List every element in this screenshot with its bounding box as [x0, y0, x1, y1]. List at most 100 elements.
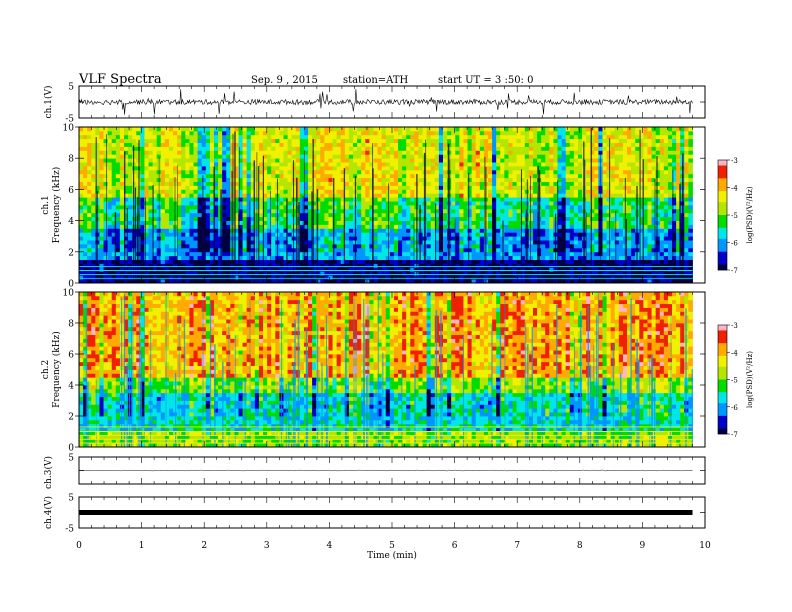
spec1-cell — [213, 189, 219, 194]
spec1-cell — [201, 197, 207, 202]
spec1-cell — [357, 154, 362, 159]
spec1-cell — [160, 189, 166, 194]
spec1-cell — [393, 271, 399, 276]
spec1-cell — [569, 154, 575, 159]
spec1-cell — [287, 232, 293, 237]
spec1-cell — [295, 201, 301, 206]
spec1-cell — [549, 251, 554, 257]
spec1-cell — [312, 158, 317, 163]
spec1-cell — [279, 150, 284, 155]
spec1-cell — [430, 173, 436, 179]
spec1-cell — [164, 244, 170, 249]
spec1-cell — [402, 228, 407, 233]
spec1-cell — [246, 138, 252, 143]
spec1-cell — [459, 162, 464, 167]
spec1-cell — [336, 138, 342, 143]
spec1-cell — [87, 134, 92, 140]
spec1-cell — [79, 193, 84, 198]
spec1-cell — [463, 185, 468, 190]
spec1-cell — [140, 228, 145, 233]
spec1-cell — [500, 205, 505, 210]
spec1-cell — [115, 251, 121, 257]
spec1-cell — [218, 216, 223, 221]
spec1-cell — [303, 158, 309, 163]
spec1-cell — [438, 220, 444, 225]
spec1-cell — [230, 185, 235, 190]
spec1-cell — [111, 177, 117, 182]
spec1-cell — [295, 236, 301, 241]
spec1-cell — [565, 127, 571, 132]
spec1-cell — [95, 138, 100, 143]
spec1-cell — [107, 275, 113, 280]
spec1-cell — [79, 232, 84, 237]
spec1-cell — [283, 220, 288, 225]
spec1-cell — [369, 232, 374, 237]
spec1-cell — [144, 127, 149, 132]
spec1-cell — [373, 181, 378, 186]
spec1-cell — [316, 146, 321, 151]
spec1-cell — [385, 158, 391, 163]
spec1-cell — [532, 134, 538, 140]
spec1-cell — [438, 212, 444, 218]
spec1-cell — [586, 228, 591, 233]
spec1-cell — [83, 130, 88, 136]
spec1-cell — [320, 244, 325, 249]
spec1-cell — [222, 271, 227, 276]
spec1-cell — [123, 247, 129, 253]
spec1-cell — [573, 205, 579, 210]
spec1-cell — [263, 263, 268, 268]
spec1-cell — [467, 201, 473, 206]
spec1-cell — [348, 240, 354, 245]
spec1-cell — [83, 134, 88, 140]
spec1-cell — [565, 279, 571, 284]
spec1-cell — [303, 177, 309, 182]
spec1-cell — [119, 244, 125, 249]
spec1-cell — [516, 271, 522, 276]
spec1-cell — [455, 201, 460, 206]
spec1-cell — [111, 185, 117, 190]
spec1-cell — [213, 247, 219, 253]
spec1-cell — [234, 154, 239, 159]
spec1-cell — [164, 275, 170, 280]
spec1-cell — [299, 173, 305, 179]
spec1-cell — [451, 232, 456, 237]
spec1-cell — [91, 154, 96, 159]
spec1-cell — [381, 142, 387, 147]
spec1-cell — [385, 154, 391, 159]
spec1-cell — [438, 208, 444, 214]
spec1-cell — [381, 208, 387, 214]
spec1-cell — [177, 263, 182, 268]
spec1-cell — [434, 259, 440, 264]
spec1-cell — [377, 138, 383, 143]
spec1-cell — [115, 134, 121, 140]
spec1-cell — [234, 181, 239, 186]
spec1-cell — [168, 208, 174, 214]
spec1-cell — [553, 197, 558, 202]
spec1-cell — [238, 275, 243, 280]
spec1-cell — [561, 255, 567, 260]
spec1-cell — [209, 169, 215, 175]
spec1-cell — [295, 138, 301, 143]
spec1-cell — [434, 263, 440, 268]
spec1-cell — [398, 185, 403, 190]
spec1-cell — [181, 158, 186, 163]
spec1-cell — [177, 208, 182, 214]
spec1-cell — [479, 267, 485, 272]
spec1-cell — [185, 255, 190, 260]
spec1-cell — [487, 193, 493, 198]
spec1-cell — [377, 275, 383, 280]
spec1-cell — [443, 212, 448, 218]
spec1-cell — [455, 212, 460, 218]
spec1-cell — [160, 154, 166, 159]
spec1-cell — [279, 220, 284, 225]
spec1-cell — [414, 130, 419, 136]
spec1-cell — [373, 154, 378, 159]
spec1-cell — [381, 169, 387, 175]
spec1-cell — [340, 216, 346, 221]
spec1-cell — [267, 232, 272, 237]
spec1-cell — [561, 169, 567, 175]
spec1-cell — [177, 205, 182, 210]
spec1-cell — [152, 220, 158, 225]
spec1-cell — [263, 228, 268, 233]
spec1-cell — [185, 236, 190, 241]
